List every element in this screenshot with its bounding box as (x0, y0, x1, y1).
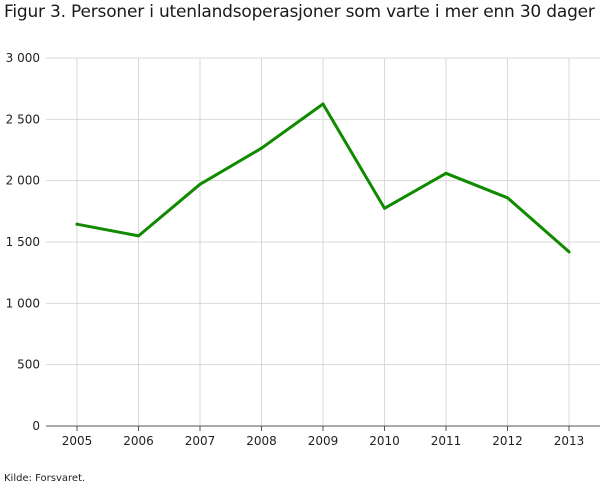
y-tick-label: 3 000 (6, 51, 40, 65)
y-tick-label: 0 (32, 419, 40, 433)
data-point (444, 171, 448, 175)
data-point (321, 102, 325, 106)
data-point (567, 250, 571, 254)
y-tick-label: 2 000 (6, 174, 40, 188)
y-tick-label: 500 (17, 358, 40, 372)
y-axis-ticks: 0 500 1 000 1 500 2 000 2 500 3 000 (6, 51, 40, 433)
data-point (506, 196, 509, 200)
y-tick-label: 1 000 (6, 296, 40, 310)
source-note: Kilde: Forsvaret. (4, 473, 86, 484)
y-tick-label: 1 500 (6, 235, 40, 249)
data-point (75, 222, 79, 226)
x-tick-label: 2013 (554, 434, 585, 448)
x-tick-label: 2012 (492, 434, 523, 448)
data-point (383, 206, 386, 210)
chart-title: Figur 3. Personer i utenlandsoperasjoner… (4, 2, 595, 22)
y-tick-label: 2 500 (6, 112, 40, 126)
x-tick-label: 2011 (431, 434, 462, 448)
x-tick-label: 2010 (369, 434, 400, 448)
x-tick-label: 2007 (185, 434, 216, 448)
x-tick-label: 2005 (62, 434, 93, 448)
data-point (198, 182, 202, 186)
x-tick-label: 2006 (123, 434, 154, 448)
vertical-grid-lines (76, 58, 570, 426)
x-axis-ticks: 2005 2006 2007 2008 2009 2010 2011 2012 2013 (62, 426, 585, 448)
series-layer (75, 102, 571, 254)
x-tick-label: 2009 (308, 434, 339, 448)
data-point (260, 146, 263, 150)
data-point (137, 234, 140, 238)
x-tick-label: 2008 (246, 434, 277, 448)
